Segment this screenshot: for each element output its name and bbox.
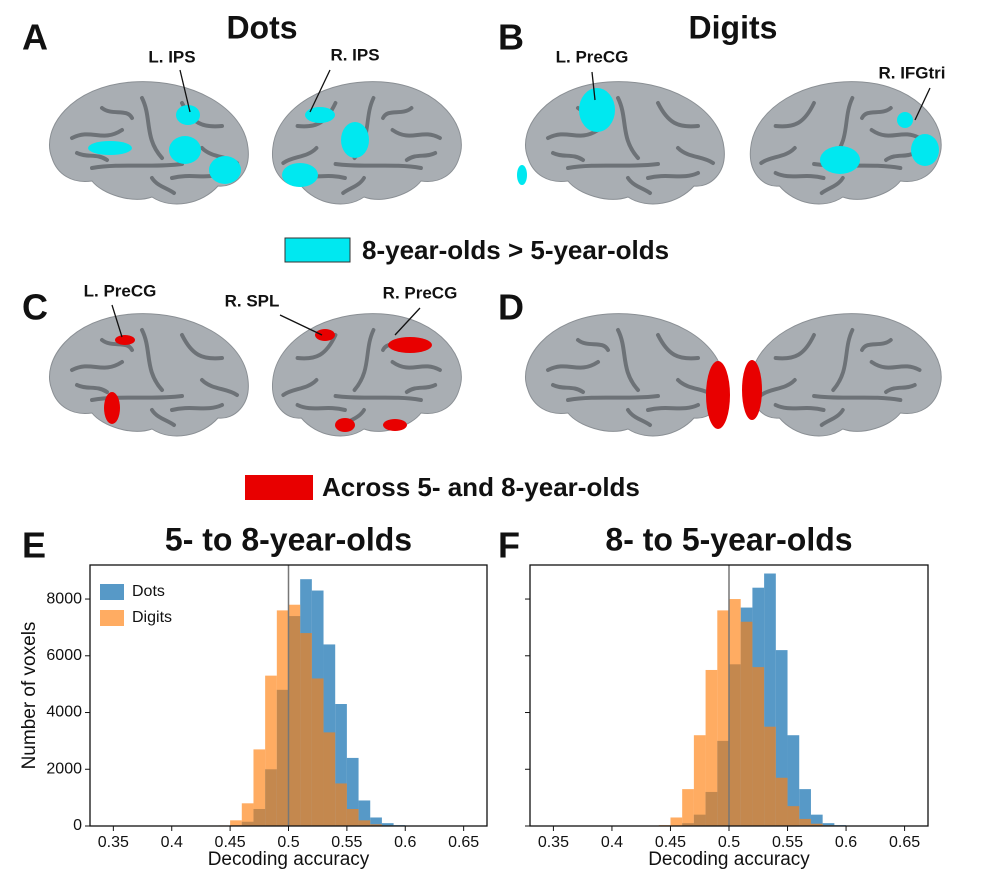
bar (277, 610, 289, 826)
bar (799, 819, 811, 826)
brain (50, 82, 249, 204)
annotation: L. PreCG (84, 281, 157, 300)
bar (335, 783, 347, 826)
panel-title: Digits (689, 9, 778, 45)
bar (694, 735, 706, 826)
bar (289, 605, 301, 826)
y-axis-label: Number of voxels (19, 622, 40, 770)
legend-label: Digits (132, 609, 172, 626)
panel-label: A (22, 17, 48, 58)
x-tick-label: 0.4 (601, 834, 623, 851)
legend-swatch (245, 475, 313, 500)
bar (347, 809, 359, 826)
annotation: R. IFGtri (878, 63, 945, 82)
x-tick-label: 0.6 (835, 834, 857, 851)
bar (312, 678, 324, 826)
y-tick-label: 2000 (46, 760, 82, 777)
bar (729, 599, 741, 826)
bar (253, 749, 265, 826)
bar (776, 778, 788, 826)
leader-line (280, 315, 322, 335)
x-tick-label: 0.4 (161, 834, 183, 851)
legend-label: Across 5- and 8-year-olds (322, 472, 640, 502)
panel-label: F (498, 525, 520, 566)
bar (670, 817, 682, 826)
x-axis-label: Decoding accuracy (208, 849, 370, 870)
legend-swatch (285, 238, 350, 262)
brain (526, 314, 725, 436)
bar (717, 610, 729, 826)
panel-title: Dots (226, 9, 297, 45)
brain (750, 314, 941, 436)
panel-label: C (22, 287, 48, 328)
annotation: R. IPS (330, 45, 379, 64)
legend-label: 8-year-olds > 5-year-olds (362, 235, 669, 265)
bar (752, 667, 764, 826)
legend-label: Dots (132, 583, 165, 600)
chart-title: 5- to 8-year-olds (165, 521, 412, 557)
x-tick-label: 0.65 (889, 834, 920, 851)
chart-title: 8- to 5-year-olds (605, 521, 852, 557)
x-tick-label: 0.35 (538, 834, 569, 851)
panel-label: B (498, 17, 524, 58)
bar (741, 622, 753, 826)
brain (272, 314, 461, 436)
bar (788, 806, 800, 826)
bar (359, 820, 371, 826)
bar (242, 803, 254, 826)
legend-swatch (100, 584, 124, 600)
bar (230, 820, 242, 826)
x-tick-label: 0.35 (98, 834, 129, 851)
bar (265, 676, 277, 826)
x-tick-label: 0.6 (394, 834, 416, 851)
bar (300, 633, 312, 826)
y-tick-label: 4000 (46, 704, 82, 721)
bar (764, 727, 776, 826)
x-tick-label: 0.65 (448, 834, 479, 851)
x-axis-label: Decoding accuracy (648, 849, 810, 870)
y-tick-label: 0 (73, 817, 82, 834)
annotation: L. PreCG (556, 47, 629, 66)
panel-label: D (498, 287, 524, 328)
brain (50, 314, 249, 436)
bar (706, 670, 718, 826)
annotation: R. PreCG (383, 283, 458, 302)
y-tick-label: 8000 (46, 590, 82, 607)
y-tick-label: 6000 (46, 647, 82, 664)
panel-label: E (22, 525, 46, 566)
legend-swatch (100, 610, 124, 626)
annotation: L. IPS (148, 47, 195, 66)
brain (526, 82, 725, 204)
bar (682, 789, 694, 826)
annotation: R. SPL (225, 291, 280, 310)
bar (324, 732, 336, 826)
